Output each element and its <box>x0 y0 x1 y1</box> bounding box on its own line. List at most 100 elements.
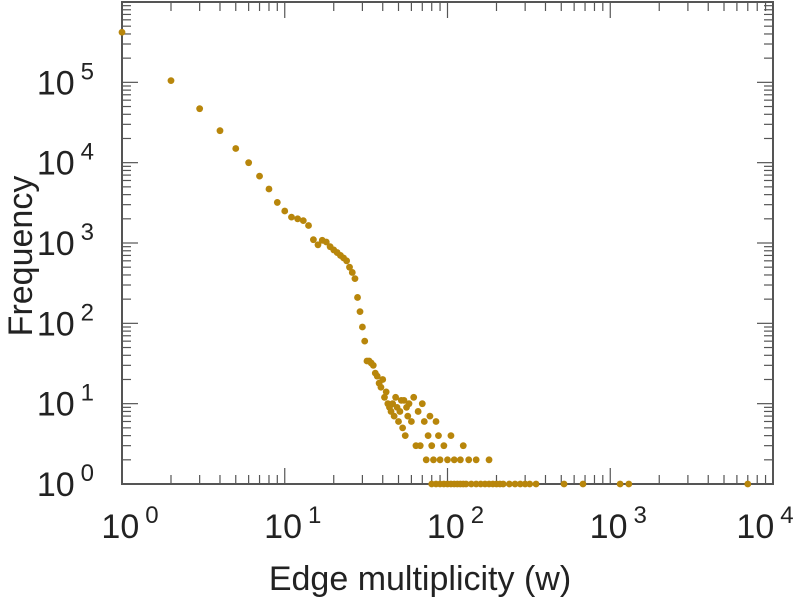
y-axis-label: Frequency <box>2 176 40 337</box>
data-point <box>216 127 224 135</box>
data-point <box>377 383 385 391</box>
x-axis-label: Edge multiplicity (w) <box>269 560 571 598</box>
data-point <box>381 393 388 401</box>
x-tick-label: 10 3 <box>590 502 647 546</box>
data-point <box>579 480 587 488</box>
data-point <box>299 217 307 225</box>
data-point <box>505 480 513 488</box>
data-point <box>424 432 432 440</box>
data-point <box>405 400 413 408</box>
data-point <box>450 456 458 464</box>
data-point <box>447 432 455 440</box>
data-point <box>532 480 540 488</box>
data-point <box>395 418 402 425</box>
data-point <box>422 456 430 464</box>
x-tick-labels: 10 0 10 1 10 2 10 3 10 4 <box>101 502 793 546</box>
data-point <box>436 456 444 464</box>
y-tick-label-base: 10 <box>37 466 75 504</box>
data-point <box>432 418 440 425</box>
x-tick-label-exponent: 3 <box>633 502 646 529</box>
data-point <box>232 145 240 152</box>
x-tick-label-base: 10 <box>590 508 628 546</box>
y-tick-label-base: 10 <box>37 145 75 183</box>
x-tick-label-exponent: 0 <box>145 502 158 529</box>
data-point <box>526 480 534 488</box>
data-point <box>428 442 436 450</box>
data-point <box>416 442 424 450</box>
x-tick-label: 10 0 <box>101 502 158 546</box>
data-point <box>410 393 418 401</box>
plot-frame <box>121 1 774 485</box>
data-point <box>462 480 470 488</box>
x-tick-label-base: 10 <box>427 508 465 546</box>
y-tick-label-exponent: 5 <box>81 58 94 85</box>
data-point <box>625 480 633 488</box>
data-point <box>314 241 322 249</box>
y-tick-label-exponent: 0 <box>81 460 94 487</box>
data-point <box>351 275 359 283</box>
data-point <box>420 418 428 425</box>
y-tick-label-base: 10 <box>37 64 75 102</box>
data-point <box>560 480 568 488</box>
x-tick-label: 10 4 <box>736 502 793 546</box>
x-tick-label-exponent: 4 <box>780 502 793 529</box>
y-tick-label: 10 1 <box>37 380 94 424</box>
y-tick-label: 10 5 <box>37 58 94 102</box>
x-tick-label: 10 1 <box>264 502 321 546</box>
data-point <box>196 105 204 113</box>
data-point <box>390 412 398 420</box>
y-tick-label-exponent: 3 <box>81 219 94 246</box>
data-point <box>430 456 437 464</box>
data-point <box>426 412 434 420</box>
data-point <box>348 269 356 276</box>
data-point <box>281 207 289 215</box>
x-tick-label-base: 10 <box>101 508 139 546</box>
data-point <box>382 388 390 396</box>
data-point <box>288 213 295 221</box>
data-point <box>361 337 369 345</box>
data-point <box>401 432 409 440</box>
y-tick-label-base: 10 <box>37 386 75 424</box>
x-tick-label-exponent: 2 <box>471 502 484 529</box>
x-tick-label-base: 10 <box>264 508 302 546</box>
data-point <box>465 456 473 464</box>
data-point <box>265 185 273 193</box>
data-point <box>404 412 412 420</box>
data-point <box>616 480 624 488</box>
data-points <box>118 28 752 488</box>
data-point <box>440 442 448 450</box>
data-point <box>322 238 330 246</box>
data-point <box>379 376 387 383</box>
data-point <box>245 159 253 167</box>
y-tick-label: 10 4 <box>37 139 94 183</box>
data-point <box>400 396 408 404</box>
data-point <box>354 294 361 301</box>
data-point <box>118 28 126 36</box>
x-tick-label: 10 2 <box>427 502 484 546</box>
y-tick-label-base: 10 <box>37 305 75 343</box>
y-tick-label-exponent: 4 <box>81 139 94 166</box>
data-point <box>346 263 353 271</box>
data-point <box>499 480 507 488</box>
data-point <box>444 456 451 464</box>
data-point <box>369 361 377 369</box>
data-point <box>472 456 480 464</box>
data-point <box>392 393 400 401</box>
data-point <box>310 236 317 244</box>
x-tick-label-exponent: 1 <box>308 502 321 529</box>
data-point <box>516 480 524 488</box>
data-point <box>305 222 312 229</box>
data-point <box>418 400 426 408</box>
data-point <box>485 456 493 464</box>
data-point <box>356 308 364 315</box>
data-point <box>273 199 281 206</box>
data-point <box>744 480 752 488</box>
data-point <box>399 424 407 432</box>
data-point <box>407 418 415 425</box>
data-point <box>167 77 175 85</box>
data-point <box>456 456 464 464</box>
data-point <box>414 408 422 415</box>
y-tick-label-exponent: 2 <box>81 299 94 326</box>
